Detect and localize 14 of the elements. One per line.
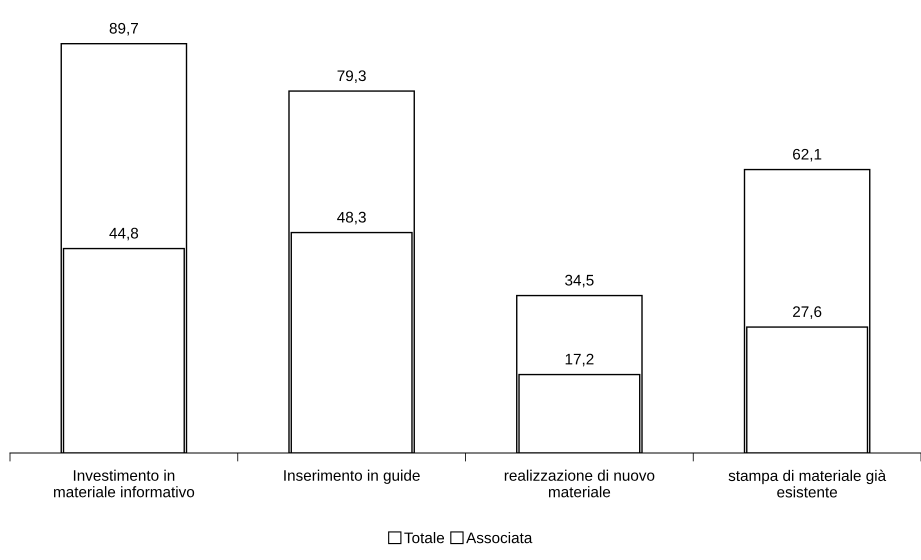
legend-label: Totale: [404, 532, 444, 544]
data-label: 44,8: [109, 228, 138, 240]
x-tick-label: Investimento in materiale informativo: [54, 470, 194, 498]
legend-label: Associata: [466, 532, 532, 544]
x-tick-label: stampa di materiale già esistente: [728, 470, 886, 498]
data-label: 34,5: [565, 274, 594, 288]
data-label: 89,7: [110, 22, 138, 36]
data-label: 79,3: [338, 70, 366, 83]
data-label: 17,2: [566, 354, 594, 366]
data-label: 62,1: [793, 148, 822, 162]
x-tick-label: Inserimento in guide: [284, 470, 420, 484]
data-label: 48,3: [337, 212, 366, 224]
data-label: 27,6: [793, 306, 822, 319]
x-tick-label: realizzazione di nuovo materiale: [504, 470, 654, 498]
